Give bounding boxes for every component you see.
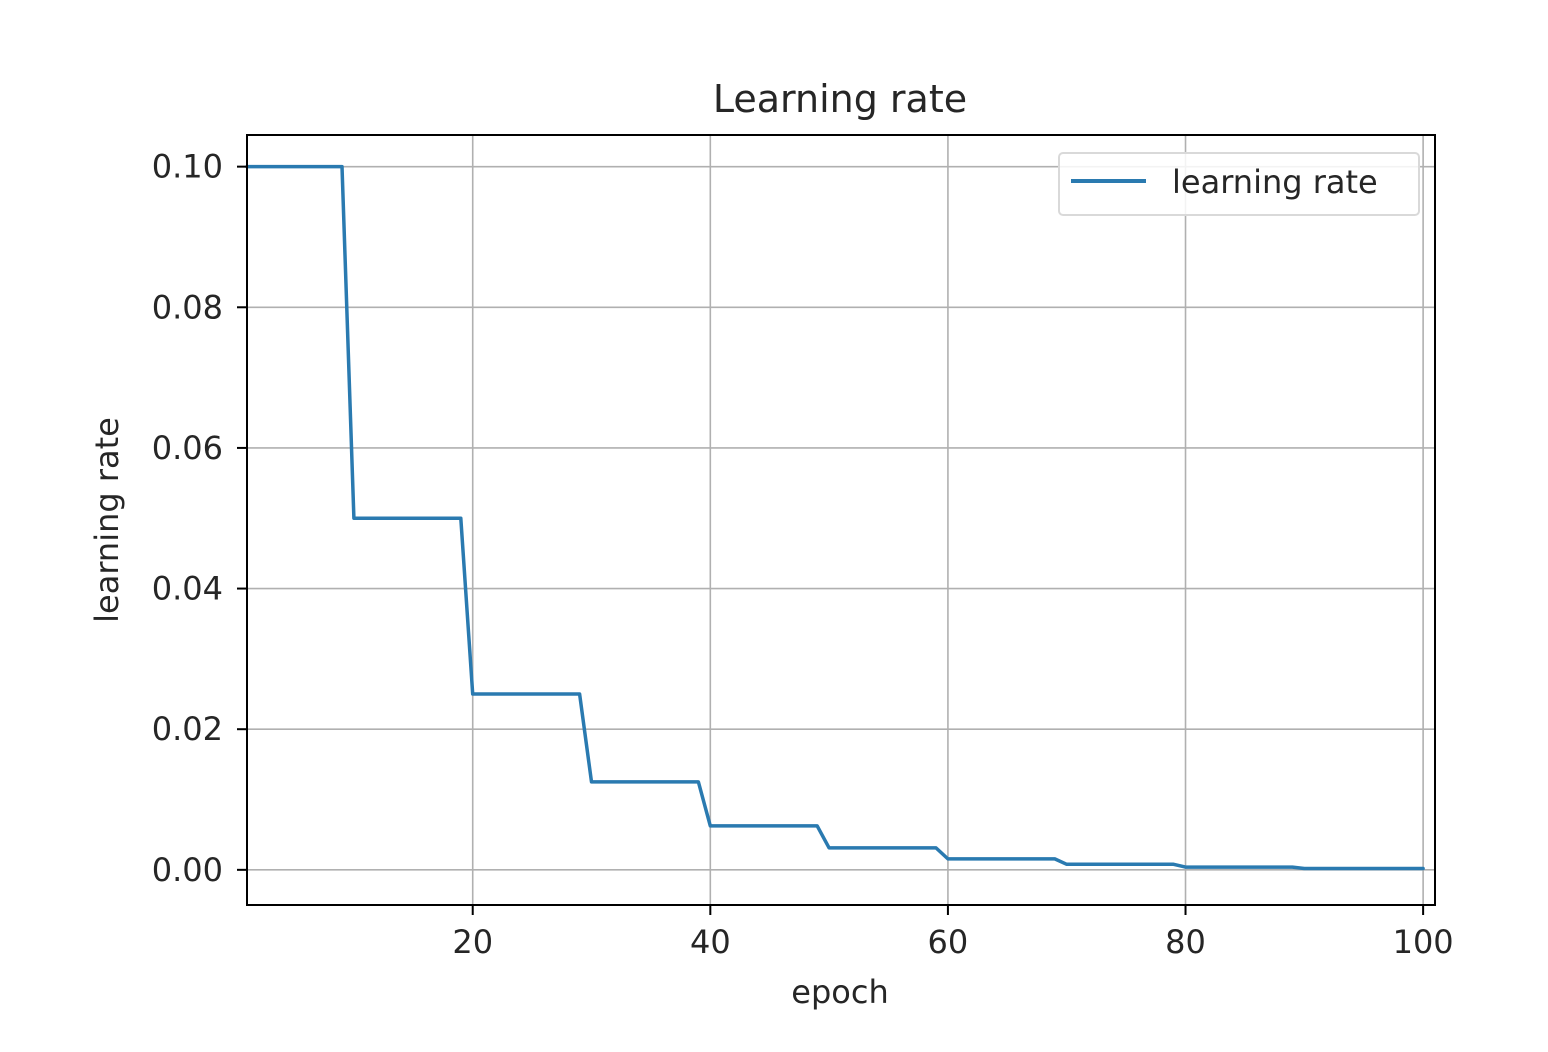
x-tick-label: 80: [1165, 923, 1206, 961]
legend-box: [1058, 152, 1420, 216]
y-tick-label: 0.06: [152, 429, 223, 467]
x-axis-label: epoch: [791, 973, 888, 1011]
y-axis-ticks: 0.00 0.02 0.04 0.06 0.08 0.10: [152, 148, 247, 889]
y-tick-label: 0.04: [152, 570, 223, 608]
y-axis-label: learning rate: [88, 417, 126, 623]
y-tick-label: 0.00: [152, 851, 223, 889]
x-axis-ticks: 20 40 60 80 100: [452, 905, 1454, 961]
axes-frame: [246, 134, 1436, 906]
plot-area: [247, 135, 1435, 905]
legend-label: learning rate: [1172, 163, 1378, 201]
series-layer: [245, 164, 1425, 871]
chart-title: Learning rate: [713, 77, 967, 121]
y-tick-label: 0.10: [152, 148, 223, 186]
x-tick-label: 60: [928, 923, 969, 961]
series-line-learning-rate: [245, 164, 1425, 871]
y-tick-label: 0.02: [152, 710, 223, 748]
y-tick-label: 0.08: [152, 288, 223, 326]
x-tick-label: 20: [452, 923, 493, 961]
x-tick-label: 100: [1393, 923, 1454, 961]
x-tick-label: 40: [690, 923, 731, 961]
legend: learning rate: [1058, 152, 1420, 216]
